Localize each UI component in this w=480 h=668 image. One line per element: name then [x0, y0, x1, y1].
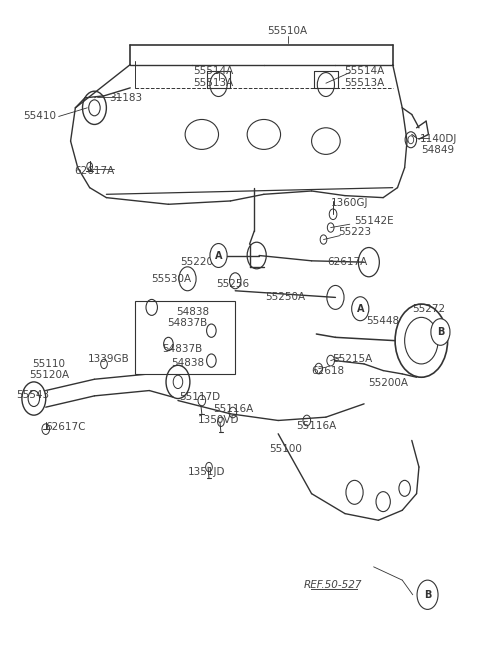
- Text: 54837B: 54837B: [168, 318, 208, 328]
- Circle shape: [431, 319, 450, 345]
- Text: 55223: 55223: [338, 227, 371, 237]
- Text: 55100: 55100: [269, 444, 302, 454]
- Text: 55142E: 55142E: [354, 216, 394, 226]
- Text: 55117D: 55117D: [179, 392, 220, 402]
- Text: 55514A: 55514A: [193, 66, 234, 76]
- Text: 55120A: 55120A: [29, 369, 69, 379]
- Text: A: A: [215, 250, 222, 261]
- Text: 55110: 55110: [33, 359, 66, 369]
- Text: 55116A: 55116A: [214, 403, 254, 413]
- FancyBboxPatch shape: [135, 301, 235, 374]
- Text: 55448: 55448: [367, 316, 400, 326]
- Circle shape: [352, 297, 369, 321]
- Text: 55272: 55272: [412, 305, 445, 315]
- Text: 55215A: 55215A: [332, 353, 372, 363]
- Text: 1350VD: 1350VD: [198, 415, 239, 426]
- Text: 54849: 54849: [421, 145, 455, 155]
- Text: 55220: 55220: [180, 257, 214, 267]
- Text: 1140DJ: 1140DJ: [420, 134, 457, 144]
- Text: 55513A: 55513A: [344, 77, 384, 88]
- Circle shape: [210, 244, 227, 267]
- Text: 31183: 31183: [109, 93, 142, 103]
- Text: 62617A: 62617A: [74, 166, 115, 176]
- Text: 1339GB: 1339GB: [88, 353, 130, 363]
- Text: 54838: 54838: [171, 357, 204, 367]
- Text: 62618: 62618: [312, 365, 345, 375]
- Text: A: A: [357, 304, 364, 314]
- Text: 55514A: 55514A: [344, 66, 384, 76]
- Text: 55116A: 55116A: [296, 421, 336, 431]
- Text: 54837B: 54837B: [163, 343, 203, 353]
- Text: 1351JD: 1351JD: [188, 467, 225, 477]
- Text: 1360GJ: 1360GJ: [331, 198, 369, 208]
- Text: 62617A: 62617A: [327, 257, 368, 267]
- Text: 55410: 55410: [23, 112, 56, 122]
- Text: 55250A: 55250A: [265, 293, 305, 303]
- Text: B: B: [424, 590, 431, 600]
- Text: 55513A: 55513A: [193, 77, 234, 88]
- Text: 55510A: 55510A: [268, 26, 308, 36]
- Circle shape: [417, 580, 438, 609]
- Text: REF.50-527: REF.50-527: [304, 580, 362, 591]
- Text: 55200A: 55200A: [368, 377, 408, 387]
- Text: 55256: 55256: [216, 279, 250, 289]
- Text: B: B: [437, 327, 444, 337]
- Text: 62617C: 62617C: [46, 422, 86, 432]
- Text: 54838: 54838: [176, 307, 209, 317]
- Text: 55530A: 55530A: [151, 275, 191, 285]
- Text: 55543: 55543: [16, 390, 49, 400]
